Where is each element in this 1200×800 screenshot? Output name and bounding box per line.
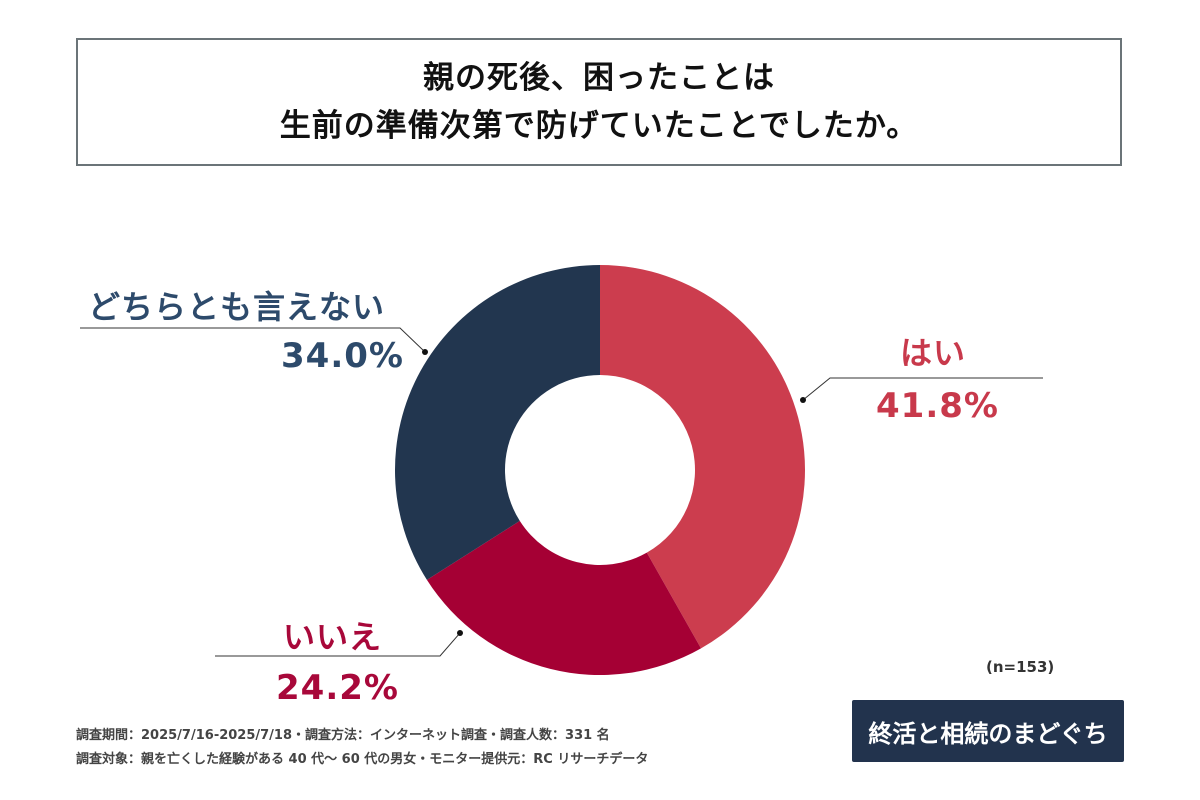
sample-size: (n=153) <box>986 658 1055 676</box>
logo-text: 終活と相続のまどぐち <box>868 719 1108 748</box>
title-line-2: 生前の準備次第で防げていたことでしたか。 <box>279 108 919 144</box>
value-iie: 24.2% <box>276 668 399 708</box>
value-hai: 41.8% <box>876 386 999 426</box>
leader-line-iie <box>215 632 461 657</box>
chart-title: 親の死後、困ったことは 生前の準備次第で防げていたことでしたか。 <box>76 38 1122 166</box>
leader-line-hai <box>802 377 1043 401</box>
label-dochira: どちらとも言えない <box>88 288 386 326</box>
footer-survey-target: 調査対象：親を亡くした経験がある 40 代～ 60 代の男女・モニター提供元：R… <box>76 752 649 767</box>
leader-line-dochira <box>80 327 426 353</box>
leader-dot-iie <box>457 630 463 636</box>
footer-survey-period: 調査期間：2025/7/16-2025/7/18・調査方法：インターネット調査・… <box>76 728 610 743</box>
slice-hai <box>600 265 805 649</box>
title-line-1: 親の死後、困ったことは <box>423 60 775 96</box>
leader-dot-dochira <box>422 349 428 355</box>
brand-logo: 終活と相続のまどぐち <box>852 700 1124 762</box>
label-hai: はい <box>900 334 967 372</box>
label-iie: いいえ <box>283 618 383 656</box>
slice-dochira <box>395 265 600 580</box>
value-dochira: 34.0% <box>281 336 404 376</box>
slice-iie <box>426 520 702 676</box>
leader-dot-hai <box>800 397 806 403</box>
